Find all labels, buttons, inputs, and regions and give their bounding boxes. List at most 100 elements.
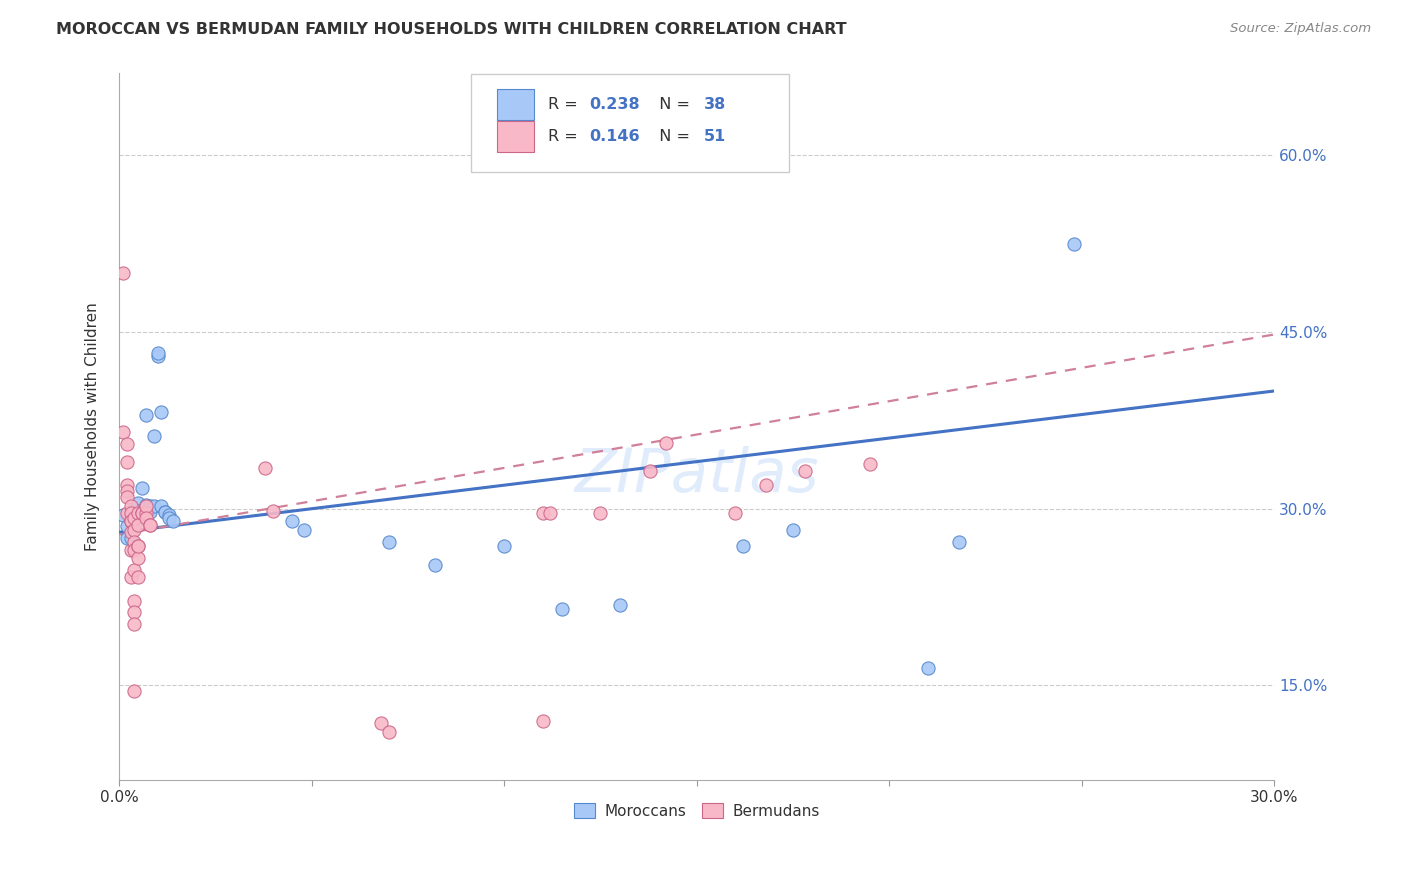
Point — [120, 543, 142, 558]
Point — [782, 523, 804, 537]
Text: R =: R = — [548, 129, 582, 145]
Point — [111, 508, 134, 522]
Point — [127, 507, 149, 521]
Text: 38: 38 — [703, 96, 725, 112]
Point — [135, 408, 157, 422]
Point — [531, 714, 554, 728]
Point — [917, 661, 939, 675]
Point — [281, 514, 304, 528]
Text: N =: N = — [650, 129, 696, 145]
Point — [124, 523, 146, 537]
Point — [724, 507, 747, 521]
Point — [135, 498, 157, 512]
Point — [120, 514, 142, 528]
Point — [124, 508, 146, 522]
Point — [131, 507, 153, 521]
Text: Source: ZipAtlas.com: Source: ZipAtlas.com — [1230, 22, 1371, 36]
Point — [120, 570, 142, 584]
Point — [162, 514, 184, 528]
Point — [551, 602, 574, 616]
Point — [150, 500, 173, 514]
Point — [127, 518, 149, 533]
Point — [254, 460, 277, 475]
Point — [111, 425, 134, 440]
Point — [115, 437, 138, 451]
Point — [124, 593, 146, 607]
Bar — [496, 121, 534, 153]
Point — [793, 464, 815, 478]
Point — [370, 716, 392, 731]
Point — [494, 540, 516, 554]
Point — [131, 511, 153, 525]
Text: 51: 51 — [703, 129, 725, 145]
Point — [589, 507, 612, 521]
Y-axis label: Family Households with Children: Family Households with Children — [86, 301, 100, 550]
Bar — [496, 88, 534, 120]
Text: 0.146: 0.146 — [589, 129, 640, 145]
Point — [124, 606, 146, 620]
Point — [120, 514, 142, 528]
Point — [127, 540, 149, 554]
Point — [655, 435, 678, 450]
Point — [115, 490, 138, 504]
Point — [146, 349, 169, 363]
Point — [155, 505, 177, 519]
Point — [115, 478, 138, 492]
Point — [377, 725, 399, 739]
Point — [423, 558, 446, 573]
Point — [124, 543, 146, 558]
Point — [139, 518, 162, 533]
Point — [609, 599, 631, 613]
Point — [859, 457, 882, 471]
FancyBboxPatch shape — [471, 74, 789, 172]
Point — [127, 496, 149, 510]
Text: 0.238: 0.238 — [589, 96, 640, 112]
Point — [135, 507, 157, 521]
Point — [755, 478, 778, 492]
Point — [142, 500, 165, 514]
Point — [538, 507, 561, 521]
Point — [124, 617, 146, 632]
Point — [124, 563, 146, 577]
Text: R =: R = — [548, 96, 582, 112]
Point — [127, 551, 149, 566]
Point — [115, 531, 138, 545]
Point — [262, 504, 284, 518]
Point — [115, 455, 138, 469]
Point — [127, 570, 149, 584]
Point — [131, 481, 153, 495]
Point — [131, 507, 153, 521]
Point — [115, 507, 138, 521]
Point — [139, 500, 162, 514]
Point — [146, 346, 169, 360]
Point — [157, 511, 180, 525]
Text: MOROCCAN VS BERMUDAN FAMILY HOUSEHOLDS WITH CHILDREN CORRELATION CHART: MOROCCAN VS BERMUDAN FAMILY HOUSEHOLDS W… — [56, 22, 846, 37]
Point — [377, 534, 399, 549]
Point — [1063, 236, 1085, 251]
Point — [531, 507, 554, 521]
Point — [124, 684, 146, 698]
Point — [115, 484, 138, 499]
Point — [292, 523, 315, 537]
Point — [127, 504, 149, 518]
Point — [120, 500, 142, 514]
Point — [124, 534, 146, 549]
Legend: Moroccans, Bermudans: Moroccans, Bermudans — [568, 797, 825, 825]
Point — [115, 519, 138, 533]
Point — [124, 511, 146, 525]
Point — [111, 266, 134, 280]
Point — [120, 507, 142, 521]
Point — [139, 505, 162, 519]
Point — [120, 514, 142, 528]
Point — [139, 518, 162, 533]
Point — [135, 500, 157, 514]
Text: N =: N = — [650, 96, 696, 112]
Point — [731, 540, 754, 554]
Point — [150, 405, 173, 419]
Point — [640, 464, 662, 478]
Point — [135, 511, 157, 525]
Point — [142, 428, 165, 442]
Point — [127, 540, 149, 554]
Point — [120, 525, 142, 540]
Point — [120, 531, 142, 545]
